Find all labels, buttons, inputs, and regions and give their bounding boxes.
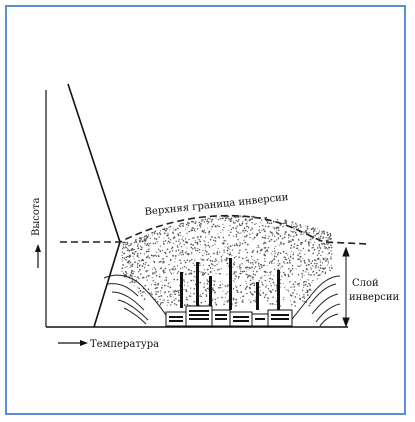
temperature-profile-line [67, 83, 121, 328]
temperature-axis-label: Температура [90, 339, 159, 350]
height-axis-label: Высота [31, 198, 42, 236]
upper-inversion-boundary [60, 214, 369, 245]
picture-frame [5, 5, 406, 415]
inversion-layer-bracket [342, 246, 350, 328]
left-hill [103, 274, 169, 325]
temperature-axis-label-group: Температура [58, 339, 159, 350]
height-axis-label-group: Высота [31, 198, 42, 268]
inversion-layer-label-line1: Слой [352, 278, 379, 289]
upper-boundary-label: Верхняя граница инверсии [144, 192, 289, 218]
factory-chimneys [180, 258, 280, 312]
smog-layer [121, 215, 333, 307]
inversion-layer-label-line2: инверсии [349, 292, 400, 303]
building-windows [169, 310, 289, 322]
right-hill [289, 275, 341, 327]
